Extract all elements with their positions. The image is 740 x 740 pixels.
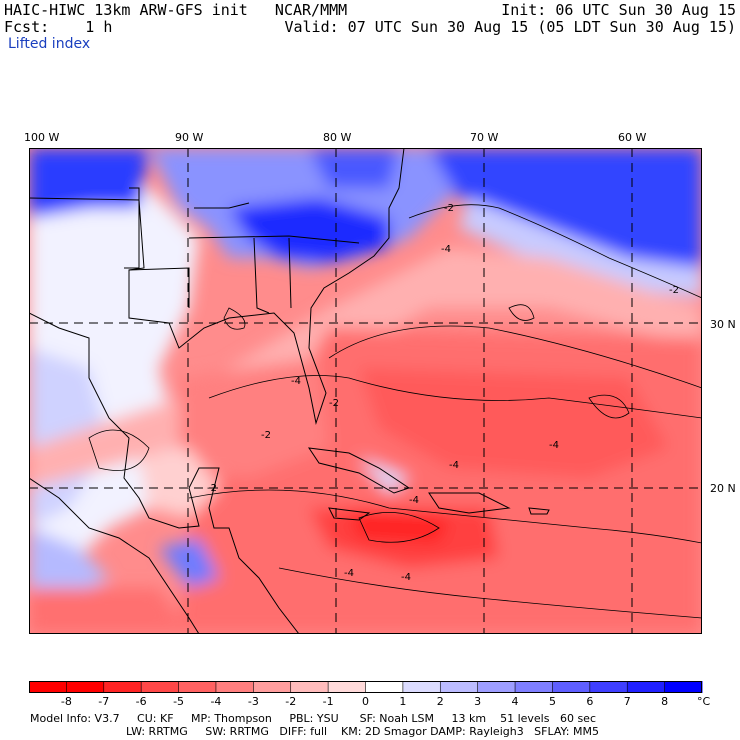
colorbar-tick-label: 4 [512,695,519,708]
contour-label: -4 [549,440,559,451]
lon-label-80w: 80 W [323,131,352,144]
colorbar-swatch [290,681,329,693]
colorbar-tick-label: 7 [624,695,631,708]
colorbar-tick-label: 1 [399,695,406,708]
lat-label-30n: 30 N [710,318,736,331]
colorbar-swatch [253,681,292,693]
model-info-line1: Model Info: V3.7 CU: KF MP: Thompson PBL… [30,712,596,725]
contour-label: -4 [401,572,411,583]
colorbar-tick-label: -4 [210,695,221,708]
contour-label: -4 [291,376,301,387]
contour-label: -4 [441,244,451,255]
colorbar-swatch [66,681,105,693]
colorbar-tick-label: -7 [98,695,109,708]
colorbar-tick-label: 8 [661,695,668,708]
lon-label-90w: 90 W [175,131,204,144]
lon-label-60w: 60 W [618,131,647,144]
model-info-line2: LW: RRTMG SW: RRTMG DIFF: full KM: 2D Sm… [126,725,599,738]
colorbar-tick-label: -3 [248,695,259,708]
contour-label: -2 [207,483,217,494]
colorbar-swatch [328,681,366,693]
colorbar-swatch [552,681,591,693]
colorbar-tick-label: -1 [323,695,334,708]
map-frame [29,148,702,634]
contour-label: -2 [261,430,271,441]
contours [88,204,702,619]
colorbar-tick-label: -6 [136,695,147,708]
colorbar-tick-label: 3 [474,695,481,708]
colorbar-tick-label: 2 [437,695,444,708]
valid-time: Valid: 07 UTC Sun 30 Aug 15 (05 LDT Sun … [284,18,736,36]
colorbar-tick-label: 0 [362,695,369,708]
lifted-index-map: -2 -2 -2 -4 -4 -4 -4 -4 -4 -4 -2 -2 [29,148,702,634]
colorbar-swatch [515,681,553,693]
contour-label: -4 [344,568,354,579]
colorbar-swatch [215,681,254,693]
colorbar-swatch [477,681,516,693]
field-shading [29,148,702,634]
lat-label-20n: 20 N [710,482,736,495]
init-time: Init: 06 UTC Sun 30 Aug 15 [501,1,736,19]
colorbar-swatch [103,681,142,693]
colorbar-tick-label: -8 [61,695,72,708]
colorbar-swatch [664,681,703,693]
colorbar-swatch [440,681,479,693]
contour-label: -4 [409,495,419,506]
colorbar-swatch [29,681,67,693]
colorbar-swatch [402,681,441,693]
colorbar-swatch [627,681,666,693]
colorbar-unit: °C [697,695,711,708]
colorbar-tick-label: 6 [586,695,593,708]
contour-label: -2 [329,398,339,409]
lat-lon-grid [29,148,702,634]
model-title: HAIC-HIWC 13km ARW-GFS init NCAR/MMM [4,1,348,19]
contour-label: -2 [669,285,679,296]
field-name: Lifted index [8,36,91,52]
colorbar-swatch [365,681,404,693]
colorbar-tick-label: 5 [549,695,556,708]
forecast-hour: Fcst: 1 h [4,18,113,36]
coastlines [29,148,550,634]
lon-label-100w: 100 W [24,131,60,144]
lon-label-70w: 70 W [470,131,499,144]
contour-label: -4 [449,460,459,471]
contour-label: -2 [444,203,454,214]
colorbar-swatch [589,681,628,693]
colorbar: -8 -7 -6 -5 -4 -3 -2 -1 0 1 2 3 4 5 6 7 8 °C [29,681,711,708]
colorbar-swatch [141,681,180,693]
colorbar-tick-label: -5 [173,695,184,708]
colorbar-tick-label: -2 [285,695,296,708]
colorbar-swatch [178,681,217,693]
